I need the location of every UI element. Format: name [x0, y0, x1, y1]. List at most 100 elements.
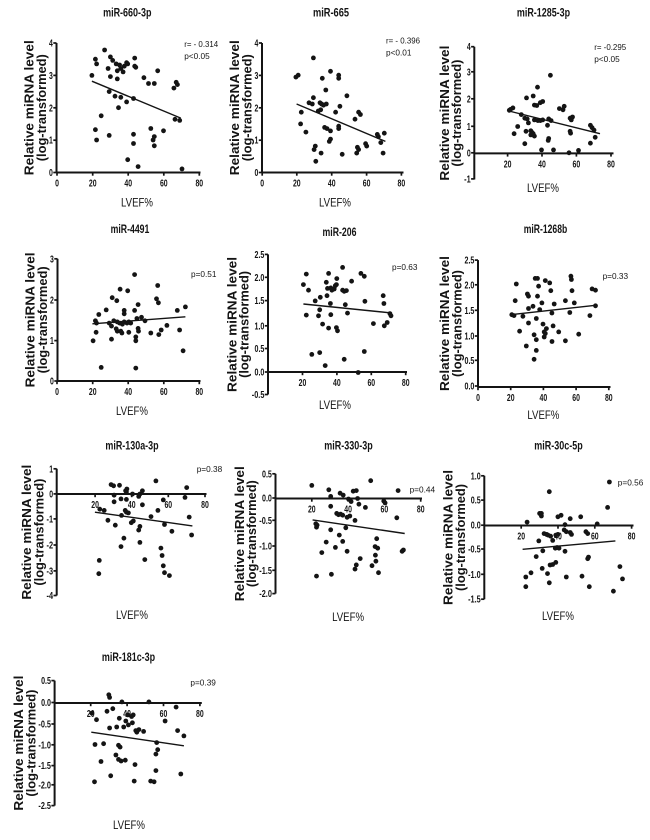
svg-text:0: 0: [55, 387, 59, 398]
svg-text:80: 80: [398, 179, 406, 190]
svg-text:20: 20: [91, 500, 99, 511]
svg-text:Relative miRNA level: Relative miRNA level: [438, 256, 452, 391]
svg-text:20: 20: [308, 505, 316, 516]
svg-text:LVEF%: LVEF%: [319, 198, 351, 210]
svg-text:Relative miRNA level: Relative miRNA level: [442, 470, 456, 605]
svg-text:40: 40: [128, 500, 136, 511]
svg-text:1: 1: [49, 136, 53, 147]
svg-text:r= -0.295: r= -0.295: [594, 42, 626, 52]
svg-text:0: 0: [55, 179, 59, 190]
svg-text:20: 20: [89, 387, 97, 398]
svg-text:4: 4: [467, 42, 471, 53]
svg-text:20: 20: [299, 378, 307, 389]
svg-text:0.5: 0.5: [465, 356, 475, 367]
svg-text:80: 80: [195, 179, 203, 190]
svg-text:1.5: 1.5: [255, 296, 265, 307]
svg-text:1.0: 1.0: [465, 332, 475, 343]
svg-text:40: 40: [538, 159, 546, 170]
svg-text:40: 40: [124, 179, 132, 190]
svg-text:miR-1268b: miR-1268b: [524, 224, 568, 236]
svg-text:p=0.44: p=0.44: [410, 484, 436, 494]
svg-text:-0.5: -0.5: [468, 545, 481, 556]
svg-text:-2.0: -2.0: [38, 780, 51, 791]
svg-text:miR-30c-5p: miR-30c-5p: [534, 441, 582, 453]
svg-text:-1.5: -1.5: [259, 566, 272, 577]
svg-text:-0.5: -0.5: [259, 516, 272, 527]
svg-text:-1: -1: [464, 174, 471, 185]
svg-text:1.0: 1.0: [255, 321, 265, 332]
svg-text:-4: -4: [47, 591, 54, 602]
svg-text:miR-660-3p: miR-660-3p: [103, 8, 151, 20]
svg-text:LVEF%: LVEF%: [527, 183, 559, 195]
svg-text:(log-transformed): (log-transformed): [450, 270, 464, 377]
svg-text:Relative miRNA level: Relative miRNA level: [12, 676, 26, 811]
svg-text:p=0.33: p=0.33: [603, 271, 629, 281]
svg-text:60: 60: [367, 378, 375, 389]
svg-text:Relative miRNA level: Relative miRNA level: [24, 252, 38, 387]
svg-text:p<0.01: p<0.01: [386, 47, 412, 57]
svg-text:3: 3: [255, 71, 259, 82]
svg-text:-1.0: -1.0: [259, 542, 272, 553]
svg-text:-2.5: -2.5: [38, 801, 51, 812]
svg-text:miR-1285-3p: miR-1285-3p: [517, 8, 570, 20]
svg-text:2.5: 2.5: [465, 256, 475, 267]
svg-text:(log-transformed): (log-transformed): [32, 479, 46, 586]
svg-text:p=0.38: p=0.38: [197, 464, 223, 474]
svg-text:0: 0: [467, 148, 471, 159]
svg-text:Relative miRNA level: Relative miRNA level: [225, 257, 239, 392]
svg-text:80: 80: [402, 378, 410, 389]
svg-text:LVEF%: LVEF%: [542, 611, 574, 623]
svg-text:2.0: 2.0: [255, 273, 265, 284]
svg-text:p=0.51: p=0.51: [191, 269, 217, 279]
svg-text:20: 20: [504, 159, 512, 170]
svg-text:0: 0: [49, 489, 53, 500]
svg-text:(log-transformed): (log-transformed): [24, 690, 38, 797]
svg-text:2: 2: [467, 94, 471, 105]
svg-text:1: 1: [49, 464, 53, 475]
svg-text:(log-transformed): (log-transformed): [454, 484, 468, 591]
svg-text:60: 60: [573, 159, 581, 170]
svg-text:40: 40: [328, 179, 336, 190]
svg-text:3: 3: [49, 71, 53, 82]
svg-text:(log-transformed): (log-transformed): [36, 266, 50, 373]
svg-text:Relative miRNA level: Relative miRNA level: [23, 40, 37, 175]
svg-text:1: 1: [255, 136, 259, 147]
svg-text:miR-181c-3p: miR-181c-3p: [102, 652, 155, 664]
svg-text:20: 20: [507, 393, 515, 404]
svg-text:p=0.39: p=0.39: [190, 678, 216, 688]
svg-text:LVEF%: LVEF%: [319, 400, 351, 412]
svg-text:4: 4: [49, 39, 53, 50]
svg-text:40: 40: [344, 505, 352, 516]
svg-text:80: 80: [607, 159, 615, 170]
svg-text:0.5: 0.5: [471, 496, 481, 507]
svg-text:60: 60: [160, 387, 168, 398]
svg-text:3: 3: [50, 254, 54, 265]
svg-text:4: 4: [255, 39, 259, 50]
svg-text:-0.5: -0.5: [38, 720, 51, 731]
svg-text:p<0.05: p<0.05: [184, 51, 210, 61]
svg-text:Relative miRNA level: Relative miRNA level: [438, 46, 452, 181]
svg-text:1: 1: [467, 122, 471, 133]
svg-text:60: 60: [160, 709, 168, 720]
svg-text:-2: -2: [47, 541, 54, 552]
svg-text:-1.0: -1.0: [468, 570, 481, 581]
svg-text:r= - 0.314: r= - 0.314: [184, 39, 218, 49]
svg-text:40: 40: [333, 378, 341, 389]
svg-text:miR-130a-3p: miR-130a-3p: [105, 441, 158, 453]
svg-text:LVEF%: LVEF%: [527, 410, 559, 422]
svg-text:LVEF%: LVEF%: [332, 612, 364, 624]
svg-text:60: 60: [591, 532, 599, 543]
svg-text:0.0: 0.0: [465, 382, 475, 393]
svg-text:Relative miRNA level: Relative miRNA level: [233, 466, 247, 601]
svg-text:LVEF%: LVEF%: [113, 820, 145, 832]
svg-text:40: 40: [124, 387, 132, 398]
svg-text:2.5: 2.5: [255, 250, 265, 261]
svg-text:2: 2: [255, 103, 259, 114]
svg-text:80: 80: [605, 393, 613, 404]
svg-text:-1: -1: [47, 514, 54, 525]
svg-text:0.0: 0.0: [262, 494, 272, 505]
svg-text:2.0: 2.0: [465, 280, 475, 291]
svg-text:(log-transformed): (log-transformed): [238, 271, 252, 378]
svg-text:0.5: 0.5: [262, 469, 272, 480]
svg-text:0.5: 0.5: [41, 676, 51, 687]
